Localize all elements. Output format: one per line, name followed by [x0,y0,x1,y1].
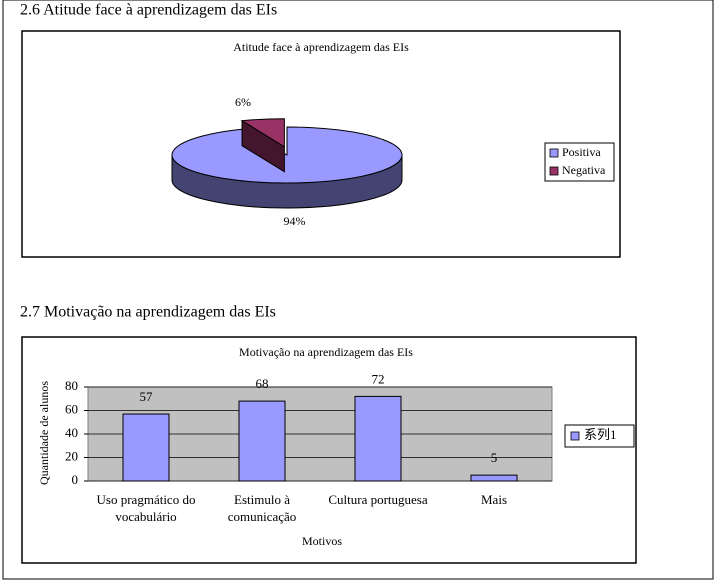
pie-slice [171,126,403,184]
chart-title: Motivação na aprendizagem das EIs [239,345,413,359]
bar [238,400,286,482]
chart-title: Atitude face à aprendizagem das EIs [233,40,409,54]
data-label: 6% [235,95,251,109]
y-tick-label: 20 [65,448,78,463]
legend-box [564,424,635,448]
legend-label: Negativa [562,163,606,177]
bar [122,413,170,482]
data-label: 68 [256,376,269,391]
legend-swatch [549,166,559,176]
x-axis-label: Motivos [302,534,342,548]
section-heading: 2.7 Motivação na aprendizagem das EIs [20,304,276,321]
y-tick-label: 60 [65,401,78,416]
x-tick-label: Estimulo à comunicação [227,492,297,524]
data-label: 57 [140,389,154,404]
legend-swatch [570,431,580,441]
y-tick-label: 80 [65,378,78,393]
legend-swatch [549,148,559,158]
data-label: 94% [283,214,305,228]
legend-label: 系列1 [584,427,617,442]
section-heading: 2.6 Atitude face à aprendizagem das EIs [20,2,277,19]
x-tick-label: Uso pragmático do vocabulário [96,492,196,524]
x-tick-label: Mais [481,492,507,507]
y-tick-label: 0 [72,472,79,487]
legend-label: Positiva [562,145,601,159]
bar [470,474,518,482]
y-tick-label: 40 [65,425,78,440]
x-tick-label: Cultura portuguesa [328,492,428,507]
data-label: 72 [372,371,385,386]
y-axis-label: Quantidade de alunos [37,381,51,485]
pie-slice [240,118,285,148]
data-label: 5 [491,450,498,465]
bar [354,395,402,482]
